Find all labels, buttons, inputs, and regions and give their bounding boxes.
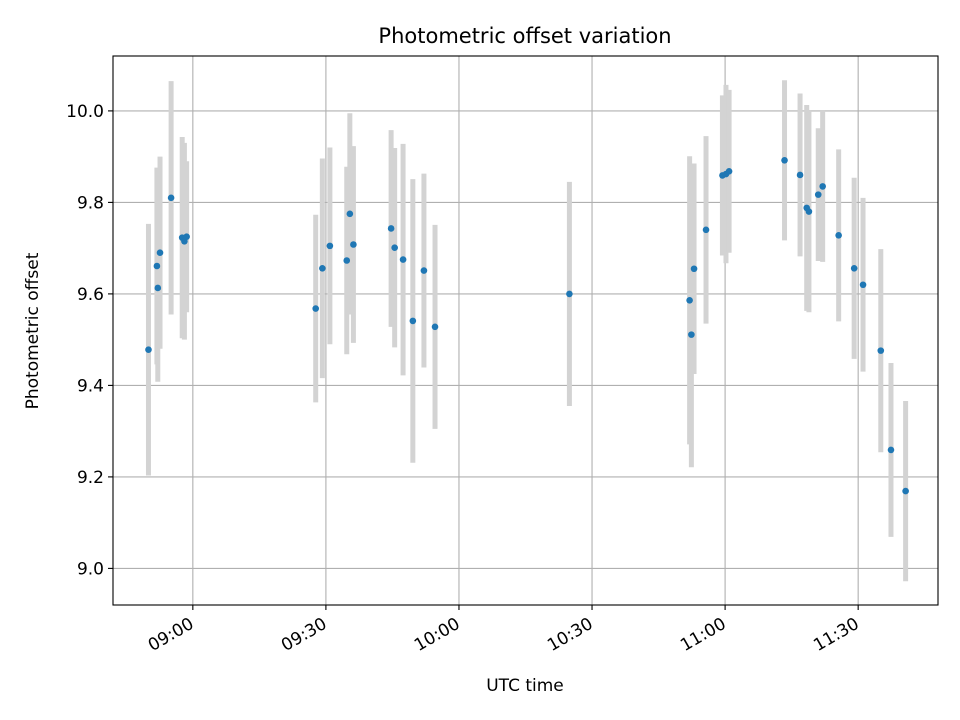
- plot-frame: [112, 55, 939, 606]
- data-point: [431, 323, 439, 331]
- x-axis-label: UTC time: [486, 676, 564, 696]
- data-point: [688, 331, 695, 338]
- data-point: [796, 171, 804, 179]
- y-tick-label: 9.0: [77, 559, 104, 579]
- data-point: [819, 183, 826, 190]
- data-point: [814, 191, 822, 198]
- data-point: [153, 262, 161, 270]
- data-point: [702, 226, 710, 234]
- data-point: [859, 281, 867, 289]
- data-point: [156, 249, 164, 257]
- chart-title: Photometric offset variation: [378, 24, 671, 48]
- data-point: [877, 347, 885, 354]
- data-points: [145, 157, 909, 495]
- data-point: [686, 297, 693, 304]
- data-point: [887, 446, 895, 454]
- data-point: [902, 487, 909, 495]
- data-point: [409, 317, 417, 325]
- data-point: [690, 265, 698, 273]
- data-point: [350, 241, 357, 248]
- data-point: [167, 194, 175, 202]
- y-tick-label: 10.0: [66, 102, 104, 122]
- data-point: [326, 242, 334, 250]
- data-point: [781, 157, 788, 164]
- data-point: [420, 267, 428, 274]
- data-point: [145, 346, 152, 354]
- data-point: [319, 264, 326, 272]
- data-point: [835, 232, 842, 239]
- data-point: [154, 284, 162, 292]
- y-tick-label: 9.4: [77, 376, 104, 396]
- y-tick-label: 9.8: [77, 193, 104, 213]
- data-point: [346, 210, 354, 218]
- y-tick-label: 9.2: [77, 468, 104, 488]
- data-point: [566, 290, 573, 298]
- data-point: [805, 208, 813, 215]
- data-point: [399, 256, 407, 263]
- data-point: [343, 257, 351, 264]
- plot-area: [113, 56, 938, 605]
- data-point: [391, 244, 398, 251]
- y-tick-label: 9.6: [77, 285, 104, 305]
- data-point: [387, 225, 395, 232]
- data-point: [183, 233, 190, 241]
- y-axis-label: Photometric offset: [23, 252, 43, 409]
- data-point: [850, 264, 858, 272]
- data-point: [312, 305, 320, 312]
- data-point: [725, 167, 733, 175]
